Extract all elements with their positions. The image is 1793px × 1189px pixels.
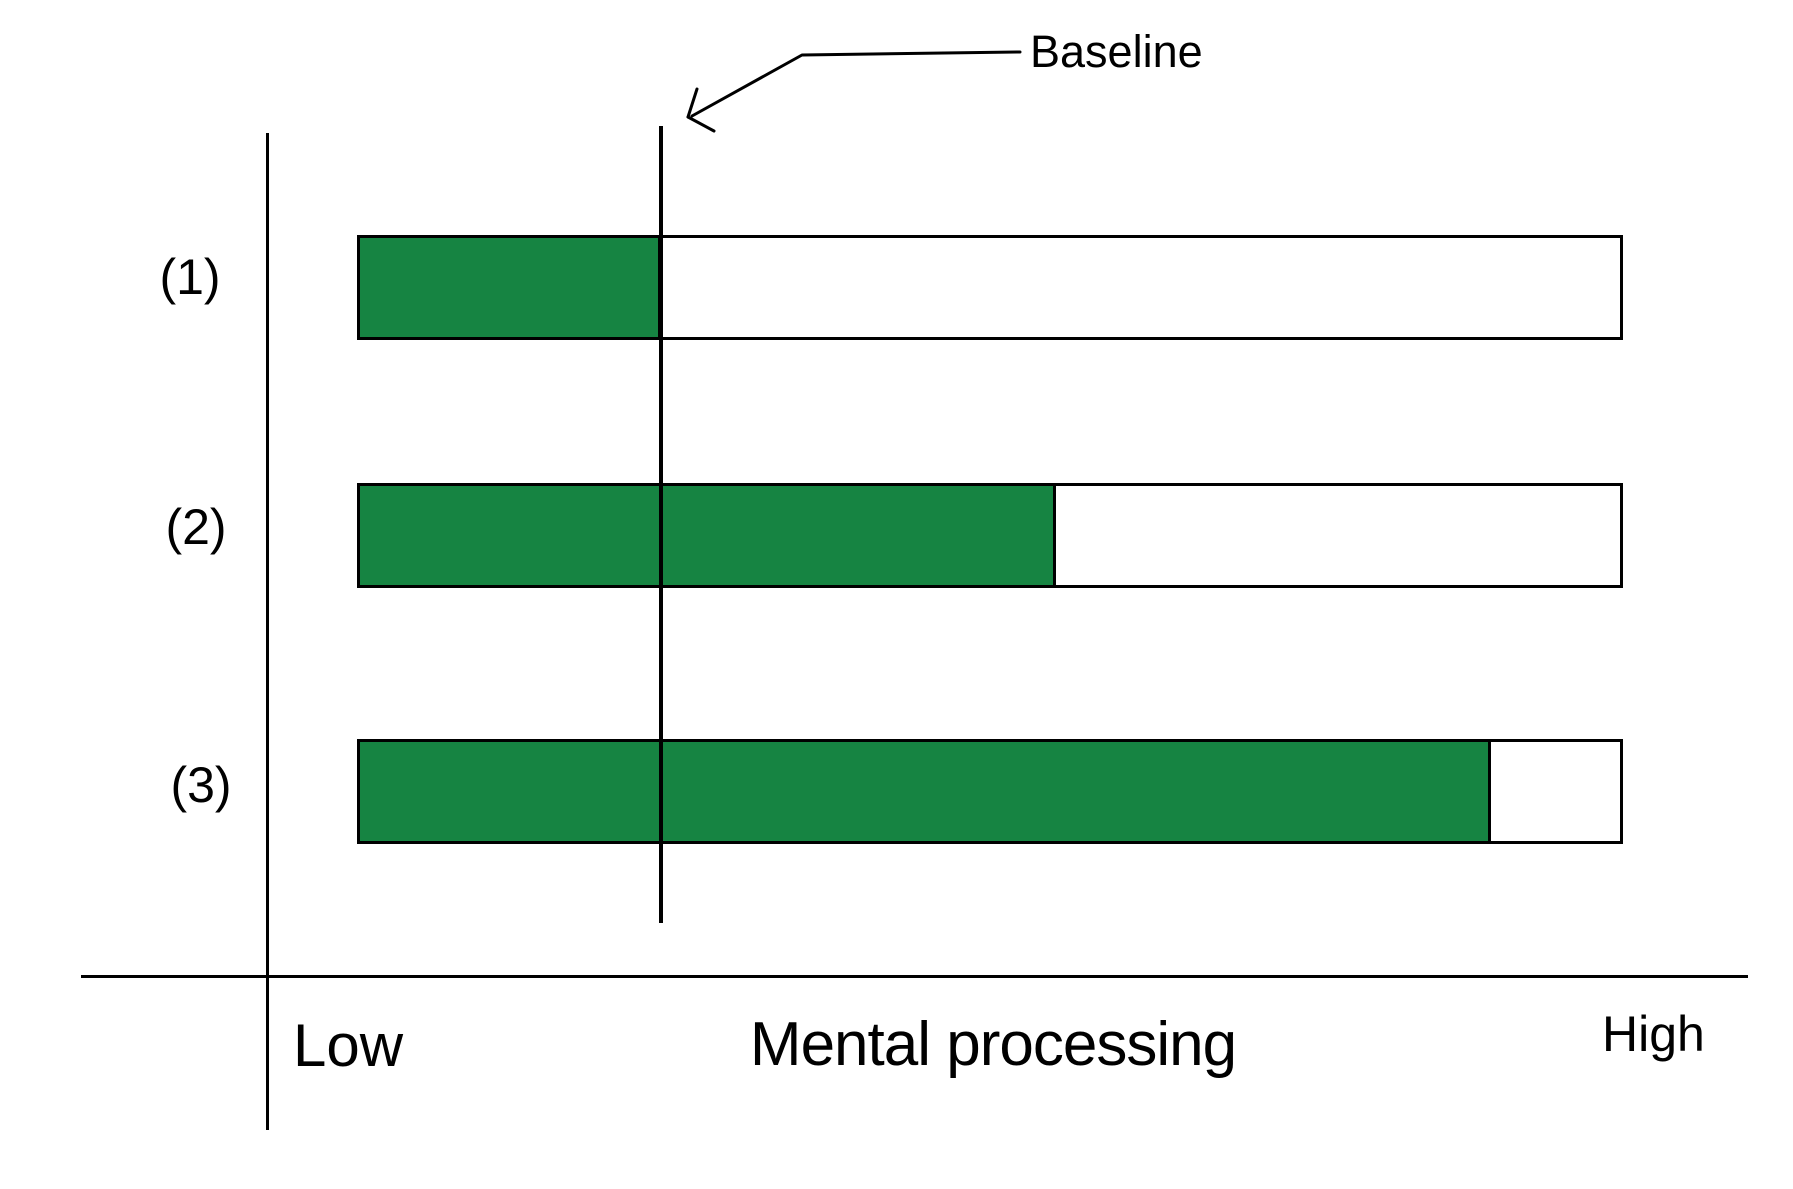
bar-track-1 <box>357 235 1623 340</box>
baseline-reference-line <box>659 126 663 923</box>
bar-row-label-3: (3) <box>170 757 232 813</box>
bar-track-3 <box>357 739 1623 844</box>
bar-row-label-2: (2) <box>165 499 227 555</box>
bar-track-2 <box>357 483 1623 588</box>
bar-row-label-1: (1) <box>159 249 221 305</box>
baseline-annotation-label: Baseline <box>1030 26 1203 77</box>
bar-fill-3 <box>360 742 1492 841</box>
y-axis-line <box>266 133 269 1130</box>
x-axis-title: Mental processing <box>749 1010 1237 1079</box>
bar-fill-2 <box>360 486 1056 585</box>
x-axis-min-label: Low <box>293 1012 404 1079</box>
x-axis-max-label: High <box>1602 1006 1705 1062</box>
x-axis-line <box>81 975 1748 978</box>
bar-fill-1 <box>360 238 662 337</box>
